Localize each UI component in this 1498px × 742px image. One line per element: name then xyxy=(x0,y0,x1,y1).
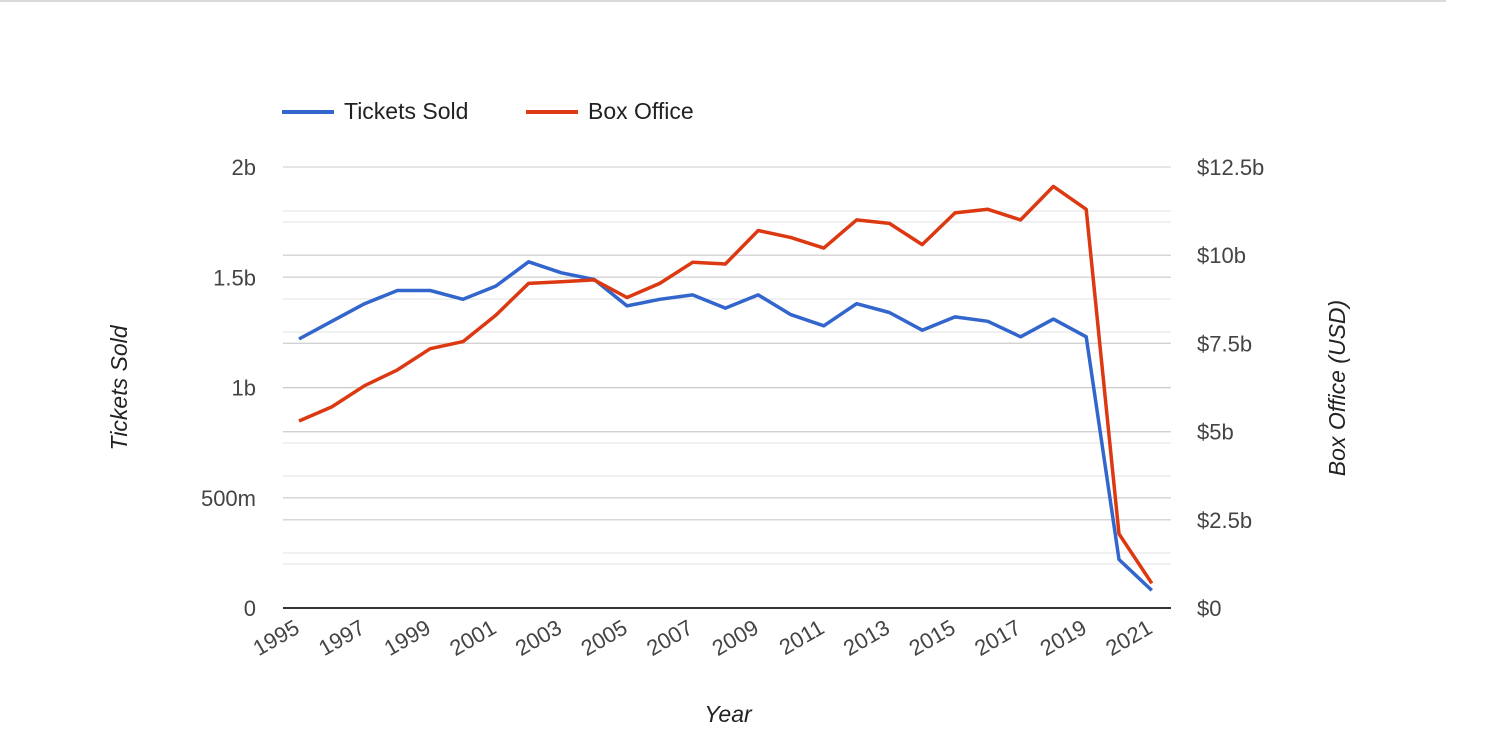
legend-label-box-office: Box Office xyxy=(588,98,694,124)
series-lines xyxy=(298,184,1154,592)
right-axis-ticks: $0 $2.5b $5b $7.5b $10b $12.5b xyxy=(1197,155,1264,621)
x-tick-label: 2007 xyxy=(642,615,697,661)
y-right-tick-label: $12.5b xyxy=(1197,155,1264,180)
x-tick-label: 2011 xyxy=(775,615,828,660)
y-right-tick-label: $5b xyxy=(1197,420,1234,445)
x-tick-label: 2015 xyxy=(905,615,960,661)
x-tick-label: 2019 xyxy=(1036,615,1091,661)
x-tick-label: 1997 xyxy=(314,615,369,661)
x-tick-label: 2013 xyxy=(839,615,894,661)
x-axis-ticks: 1995 1997 1999 2001 2003 2005 2007 2009 2011 2013… xyxy=(249,615,1157,661)
series-line-tickets-sold xyxy=(298,260,1154,592)
x-tick-label: 2001 xyxy=(445,615,500,661)
x-tick-label: 1995 xyxy=(249,615,304,661)
y-left-tick-label: 2b xyxy=(232,155,256,180)
x-tick-label: 2005 xyxy=(577,615,632,661)
x-tick-label: 1999 xyxy=(380,615,435,661)
y-right-tick-label: $7.5b xyxy=(1197,331,1252,356)
legend-label-tickets-sold: Tickets Sold xyxy=(344,98,468,124)
y-right-tick-label: $2.5b xyxy=(1197,508,1252,533)
y-left-tick-label: 1.5b xyxy=(213,265,256,290)
x-axis-title: Year xyxy=(704,701,753,727)
series-line-box-office xyxy=(298,184,1154,585)
left-axis-title: Tickets Sold xyxy=(106,324,132,450)
y-left-tick-label: 0 xyxy=(244,596,256,621)
y-left-tick-label: 1b xyxy=(232,376,256,401)
left-axis-ticks: 0 500m 1b 1.5b 2b xyxy=(201,155,256,621)
y-right-tick-label: $0 xyxy=(1197,596,1221,621)
y-right-tick-label: $10b xyxy=(1197,243,1246,268)
x-tick-label: 2017 xyxy=(970,615,1025,661)
right-axis-title: Box Office (USD) xyxy=(1324,300,1350,476)
x-tick-label: 2009 xyxy=(708,615,763,661)
gridlines xyxy=(283,166,1171,565)
top-divider xyxy=(0,0,1446,2)
y-left-tick-label: 500m xyxy=(201,486,256,511)
x-tick-label: 2021 xyxy=(1101,615,1156,661)
legend: Tickets Sold Box Office xyxy=(282,98,694,124)
x-tick-label: 2003 xyxy=(511,615,566,661)
